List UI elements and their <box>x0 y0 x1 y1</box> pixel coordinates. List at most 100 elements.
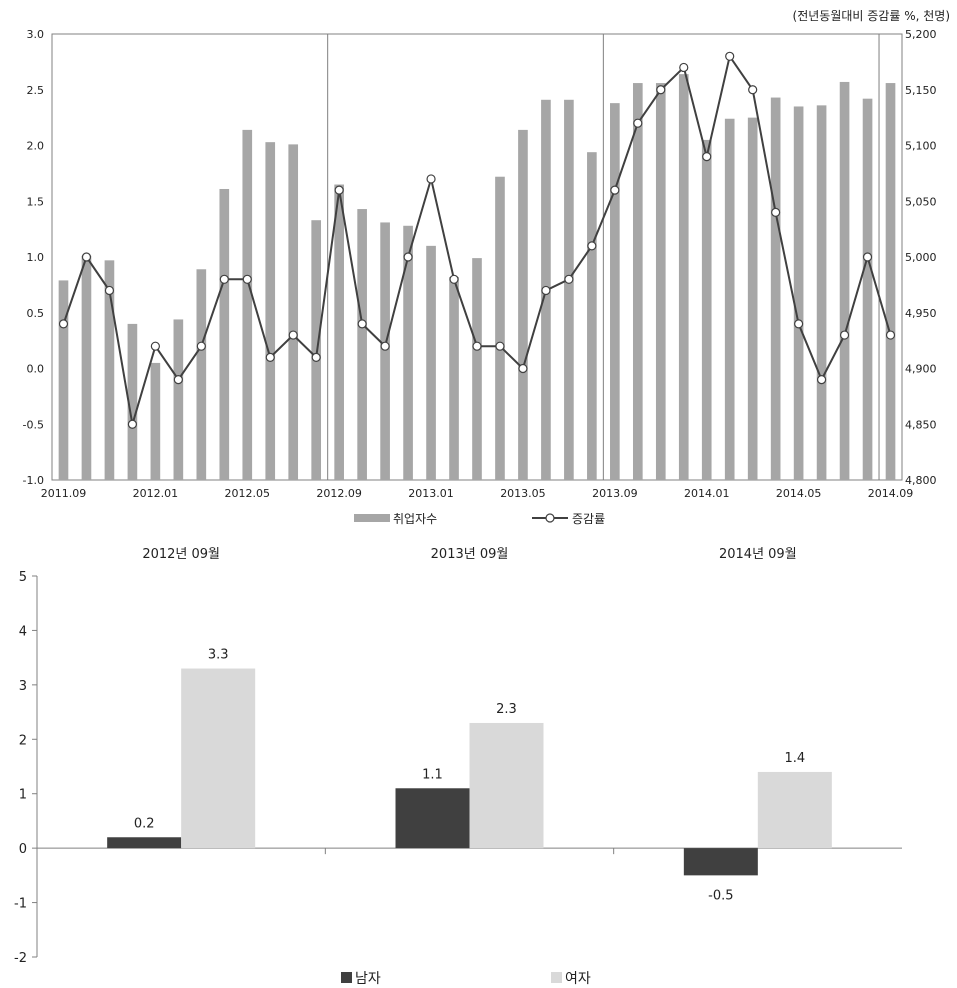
right-tick-label: 5,000 <box>905 251 937 264</box>
x-tick-label: 2012.05 <box>225 487 271 500</box>
category-label: 2012년 09월 <box>142 547 220 562</box>
growth-point <box>380 341 390 351</box>
right-tick-label: 4,950 <box>905 307 937 320</box>
legend-swatch-female <box>551 972 562 983</box>
legend-label-female: 여자 <box>565 971 591 987</box>
bar-male <box>683 848 758 876</box>
growth-point <box>495 341 505 351</box>
category-labels: 2012년 09월 2013년 09월 2014년 09월 <box>142 547 796 562</box>
right-tick-label: 5,050 <box>905 195 937 208</box>
growth-point <box>311 352 321 362</box>
data-label: 2.3 <box>496 702 517 717</box>
unit-note: (전년동월대비 증감률 %, 천명) <box>793 8 950 23</box>
bar-employed <box>564 99 574 480</box>
x-tick-label: 2011.09 <box>41 487 87 500</box>
bar-series-employed <box>58 74 896 481</box>
right-tick-label: 4,900 <box>905 363 937 376</box>
bar-employed <box>288 144 299 480</box>
growth-point <box>679 62 689 73</box>
growth-point <box>771 207 781 217</box>
bar-employed <box>403 225 413 480</box>
bar-employed <box>81 255 92 480</box>
left-tick-label: -0.5 <box>23 418 44 431</box>
x-tick-label: 2013.01 <box>408 487 454 500</box>
x-tick-label: 2014.09 <box>868 487 914 500</box>
left-tick-label: 2.0 <box>27 140 45 153</box>
left-tick-label: -1.0 <box>23 474 44 487</box>
growth-point <box>265 352 275 362</box>
bar-employed <box>678 74 689 480</box>
growth-point <box>610 185 620 195</box>
growth-point <box>564 274 574 284</box>
y-tick-label: -1 <box>14 897 27 912</box>
right-tick-label: 4,800 <box>905 474 937 487</box>
growth-point <box>472 341 482 351</box>
growth-point <box>725 51 735 61</box>
growth-point <box>403 252 413 262</box>
x-tick-label: 2014.01 <box>684 487 730 500</box>
legend-swatch-employed <box>354 514 390 522</box>
growth-point <box>541 285 551 296</box>
left-tick-label: 1.5 <box>27 195 45 208</box>
growth-point <box>173 375 183 385</box>
bar-employed <box>311 220 322 480</box>
growth-point <box>587 241 597 251</box>
bar-female <box>181 668 256 849</box>
bar-employed <box>219 188 230 481</box>
left-tick-label: 3.0 <box>27 28 45 41</box>
bar-employed <box>472 258 482 480</box>
bar-employed <box>655 83 666 480</box>
y-tick-label: 3 <box>19 679 27 694</box>
x-tick-label: 2012.09 <box>316 487 362 500</box>
growth-point <box>242 274 252 284</box>
x-tick-label: 2013.09 <box>592 487 638 500</box>
bar-employed <box>334 184 344 480</box>
growth-point <box>885 330 896 340</box>
bar-employed <box>610 103 620 480</box>
bar-employed <box>150 362 161 480</box>
legend-swatch-male <box>341 972 352 983</box>
left-tick-label: 0.5 <box>27 307 45 320</box>
growth-point <box>518 363 528 374</box>
growth-point <box>81 252 92 262</box>
bar-employed <box>173 319 184 480</box>
growth-point <box>219 274 229 284</box>
bar-employed <box>862 98 873 481</box>
x-tick-label: 2014.05 <box>776 487 822 500</box>
bar-employed <box>632 83 643 480</box>
bar-employed <box>380 222 390 480</box>
bar-employed <box>793 106 804 480</box>
bar-employed <box>104 260 115 480</box>
y-tick-label: 0 <box>19 842 27 857</box>
legend-bottom: 남자 여자 <box>341 971 591 987</box>
bar-employed <box>127 323 138 480</box>
line-series-growth <box>58 51 896 429</box>
growth-point <box>58 319 69 329</box>
data-label: 3.3 <box>208 648 229 663</box>
legend-top: 취업자수 증감률 <box>354 512 605 526</box>
data-label: -0.5 <box>708 888 733 903</box>
bar-employed <box>816 105 827 481</box>
growth-point <box>816 375 827 385</box>
bar-employed <box>58 280 69 480</box>
growth-point <box>426 174 436 184</box>
bar-employed <box>449 277 459 480</box>
data-labels: 0.2 3.3 1.1 2.3 -0.5 1.4 <box>134 648 805 904</box>
bar-employed <box>587 152 597 480</box>
bar-employed <box>747 117 758 480</box>
growth-point <box>104 285 115 296</box>
left-tick-label: 0.0 <box>27 363 45 376</box>
right-tick-label: 4,850 <box>905 418 937 431</box>
category-label: 2014년 09월 <box>719 547 797 562</box>
bar-employed <box>495 176 505 480</box>
legend-label-growth: 증감률 <box>572 512 605 526</box>
growth-point <box>702 152 712 162</box>
legend-label-employed: 취업자수 <box>393 512 437 526</box>
y-tick-label: 2 <box>19 733 27 748</box>
bar-employed <box>839 81 850 480</box>
bar-female <box>757 771 832 849</box>
growth-point <box>288 330 298 340</box>
legend-label-male: 남자 <box>355 971 381 987</box>
growth-point <box>633 118 643 128</box>
bar-male <box>395 788 470 849</box>
